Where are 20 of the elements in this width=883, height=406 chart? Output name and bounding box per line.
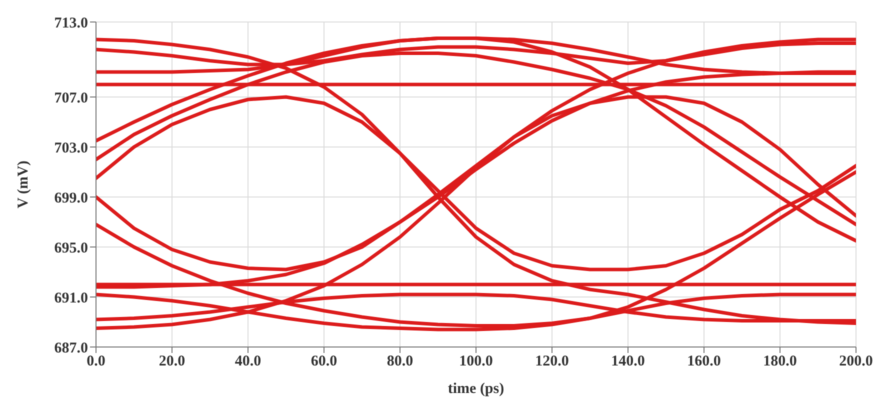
- y-tick-label: 707.0: [54, 90, 88, 106]
- y-axis-title: V (mV): [15, 160, 32, 208]
- x-tick-label: 200.0: [839, 354, 873, 370]
- x-tick-label: 20.0: [158, 354, 186, 370]
- y-tick-label: 687.0: [54, 340, 88, 356]
- x-tick-label: 80.0: [386, 354, 414, 370]
- x-tick-label: 0.0: [86, 354, 106, 370]
- x-tick-label: 160.0: [687, 354, 721, 370]
- y-tick-label: 695.0: [54, 240, 88, 256]
- x-axis-title: time (ps): [448, 381, 504, 397]
- x-tick-label: 120.0: [535, 354, 569, 370]
- y-tick-label: 691.0: [54, 290, 88, 306]
- x-tick-label: 140.0: [611, 354, 645, 370]
- y-tick-label: 713.0: [54, 15, 88, 32]
- x-tick-label: 180.0: [763, 354, 797, 370]
- x-tick-label: 40.0: [234, 354, 262, 370]
- y-tick-label: 703.0: [54, 140, 88, 156]
- x-tick-label: 60.0: [310, 354, 338, 370]
- y-tick-label: 699.0: [54, 190, 88, 206]
- x-tick-label: 100.0: [459, 354, 493, 370]
